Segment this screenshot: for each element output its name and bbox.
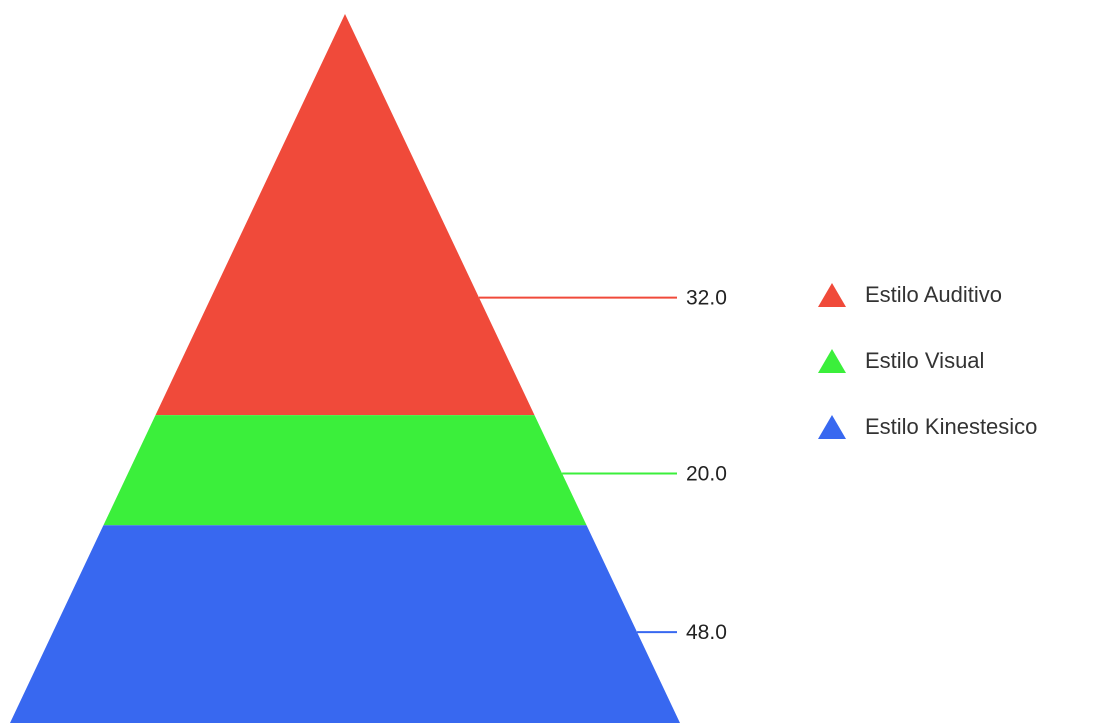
legend: Estilo Auditivo Estilo Visual Estilo Kin…: [818, 278, 1037, 443]
legend-item-auditivo[interactable]: Estilo Auditivo: [818, 278, 1037, 311]
legend-label: Estilo Visual: [865, 347, 985, 373]
legend-label: Estilo Auditivo: [865, 281, 1002, 307]
data-label: 20.0: [686, 462, 727, 485]
data-label: 48.0: [686, 621, 727, 644]
pyramid-segment[interactable]: [10, 525, 680, 723]
triangle-icon: [818, 282, 846, 307]
triangle-icon: [818, 348, 846, 373]
legend-item-visual[interactable]: Estilo Visual: [818, 344, 1037, 377]
pyramid-segment[interactable]: [155, 14, 535, 416]
legend-label: Estilo Kinestesico: [865, 413, 1038, 439]
pyramid-segment[interactable]: [103, 415, 587, 526]
legend-item-kinestesico[interactable]: Estilo Kinestesico: [818, 410, 1037, 443]
data-label: 32.0: [686, 287, 727, 310]
triangle-icon: [818, 414, 846, 439]
